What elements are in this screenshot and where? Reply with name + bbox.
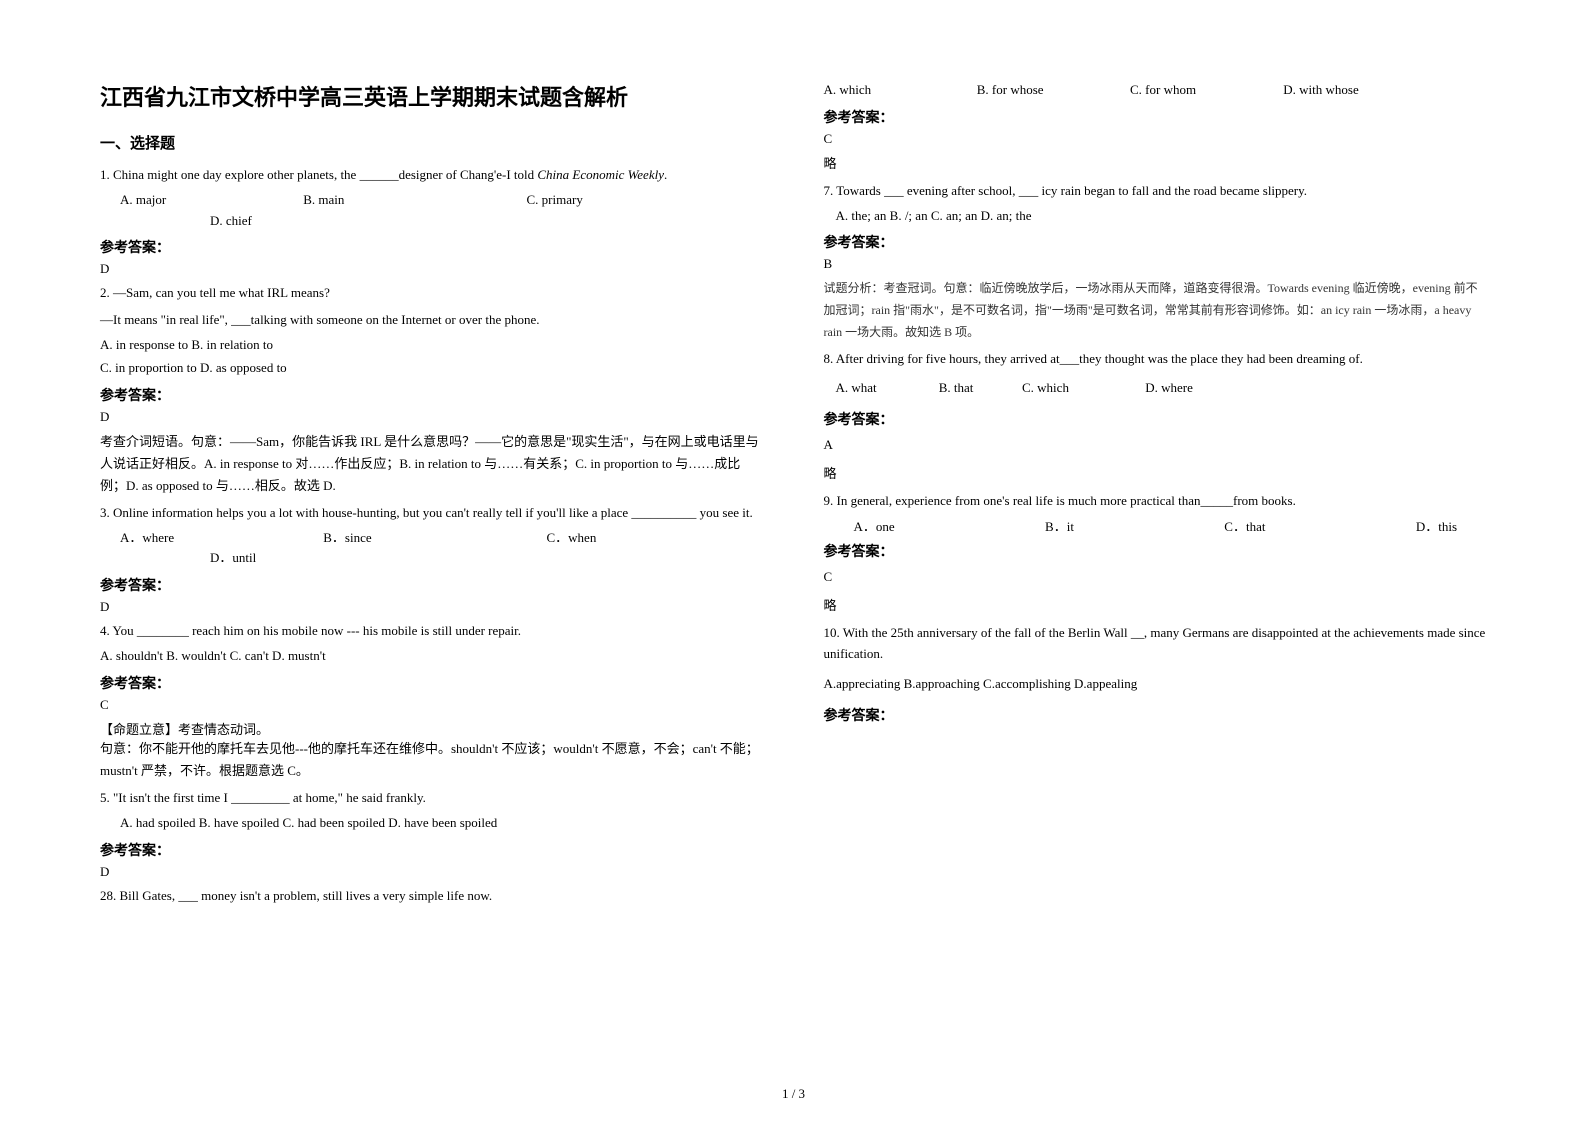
- page-number: 1 / 3: [782, 1086, 805, 1102]
- q4-explanation: 句意：你不能开他的摩托车去见他---他的摩托车还在维修中。shouldn't 不…: [100, 738, 764, 782]
- q1-answer: D: [100, 261, 764, 277]
- q10-opts: A.appreciating B.approaching C.accomplis…: [824, 674, 1488, 695]
- q9-optD: D．this: [1416, 516, 1457, 535]
- q1-text: 1. China might one day explore other pla…: [100, 165, 764, 186]
- section-header: 一、选择题: [100, 132, 764, 153]
- q7-answer-label: 参考答案：: [824, 232, 1488, 252]
- q8-answer: A: [824, 437, 1488, 453]
- q6-optD: D. with whose: [1283, 82, 1358, 97]
- q7-opts: A. the; an B. /; an C. an; an D. an; the: [836, 206, 1488, 227]
- q8-optC: C. which: [1022, 378, 1142, 399]
- q1-text-part1: 1. China might one day explore other pla…: [100, 167, 537, 182]
- q5-opts: A. had spoiled B. have spoiled C. had be…: [120, 813, 764, 834]
- q9-options: A．one B．it C．that D．this: [824, 516, 1488, 535]
- q5-answer: D: [100, 864, 764, 880]
- q4-answer: C: [100, 697, 764, 713]
- left-column: 江西省九江市文桥中学高三英语上学期期末试题含解析 一、选择题 1. China …: [100, 80, 764, 1060]
- q6-text: 28. Bill Gates, ___ money isn't a proble…: [100, 886, 764, 907]
- q1-optB: B. main: [303, 190, 523, 211]
- q6-answer-label: 参考答案：: [824, 107, 1488, 127]
- q3-optD: D．until: [210, 550, 256, 565]
- q1-optC: C. primary: [527, 192, 583, 207]
- q5-answer-label: 参考答案：: [100, 840, 764, 860]
- q1-italic: China Economic Weekly: [537, 167, 664, 182]
- q1-answer-label: 参考答案：: [100, 237, 764, 257]
- q7-answer: B: [824, 256, 1488, 272]
- q8-optB: B. that: [939, 378, 1019, 399]
- q3-options-row1: A．where B．since C．when: [120, 528, 764, 549]
- q4-topic: 【命题立意】考查情态动词。: [100, 719, 764, 738]
- q9-optB: B．it: [1045, 516, 1074, 535]
- q2-answer: D: [100, 409, 764, 425]
- q3-optA: A．where: [120, 528, 320, 549]
- q2-opts-ab: A. in response to B. in relation to: [100, 335, 764, 356]
- q8-answer-label: 参考答案：: [824, 409, 1488, 429]
- document-title: 江西省九江市文桥中学高三英语上学期期末试题含解析: [100, 80, 764, 112]
- q6-optA: A. which: [824, 80, 974, 101]
- q2-line1: 2. —Sam, can you tell me what IRL means?: [100, 283, 764, 304]
- q2-answer-label: 参考答案：: [100, 385, 764, 405]
- q7-text: 7. Towards ___ evening after school, ___…: [824, 181, 1488, 202]
- q3-options-row2: D．until: [210, 548, 764, 569]
- q9-text: 9. In general, experience from one's rea…: [824, 491, 1488, 512]
- q1-optD: D. chief: [210, 213, 252, 228]
- q3-text: 3. Online information helps you a lot wi…: [100, 503, 764, 524]
- q4-answer-label: 参考答案：: [100, 673, 764, 693]
- q2-line2: —It means "in real life", ___talking wit…: [100, 310, 764, 331]
- q9-note: 略: [824, 595, 1488, 617]
- q9-answer: C: [824, 569, 1488, 585]
- q6-answer: C: [824, 131, 1488, 147]
- q3-answer-label: 参考答案：: [100, 575, 764, 595]
- q10-text: 10. With the 25th anniversary of the fal…: [824, 623, 1488, 665]
- q3-optC: C．when: [547, 530, 597, 545]
- q3-optB: B．since: [323, 528, 543, 549]
- q5-text: 5. "It isn't the first time I _________ …: [100, 788, 764, 809]
- q9-optA: A．one: [854, 516, 895, 535]
- q8-optD: D. where: [1145, 380, 1193, 395]
- right-column: A. which B. for whose C. for whom D. wit…: [824, 80, 1488, 1060]
- q6-note: 略: [824, 153, 1488, 175]
- q4-text: 4. You ________ reach him on his mobile …: [100, 621, 764, 642]
- q9-answer-label: 参考答案：: [824, 541, 1488, 561]
- q6-optC: C. for whom: [1130, 80, 1280, 101]
- q8-note: 略: [824, 463, 1488, 485]
- q6-options: A. which B. for whose C. for whom D. wit…: [824, 80, 1488, 101]
- q1-options-row2: D. chief: [210, 211, 764, 232]
- q2-explanation: 考查介词短语。句意：——Sam，你能告诉我 IRL 是什么意思吗？——它的意思是…: [100, 431, 764, 497]
- q4-opts: A. shouldn't B. wouldn't C. can't D. mus…: [100, 646, 764, 667]
- q8-text: 8. After driving for five hours, they ar…: [824, 349, 1488, 370]
- q10-answer-label: 参考答案：: [824, 705, 1488, 725]
- q7-explanation: 试题分析：考查冠词。句意：临近傍晚放学后，一场冰雨从天而降，道路变得很滑。Tow…: [824, 278, 1488, 343]
- q2-opts-cd: C. in proportion to D. as opposed to: [100, 358, 764, 379]
- q8-optA: A. what: [836, 378, 936, 399]
- q8-options: A. what B. that C. which D. where: [836, 378, 1488, 399]
- q1-text-end: .: [664, 167, 667, 182]
- q9-optC: C．that: [1224, 516, 1265, 535]
- q6-optB: B. for whose: [977, 80, 1127, 101]
- q1-optA: A. major: [120, 190, 300, 211]
- q3-answer: D: [100, 599, 764, 615]
- q1-options-row1: A. major B. main C. primary: [120, 190, 764, 211]
